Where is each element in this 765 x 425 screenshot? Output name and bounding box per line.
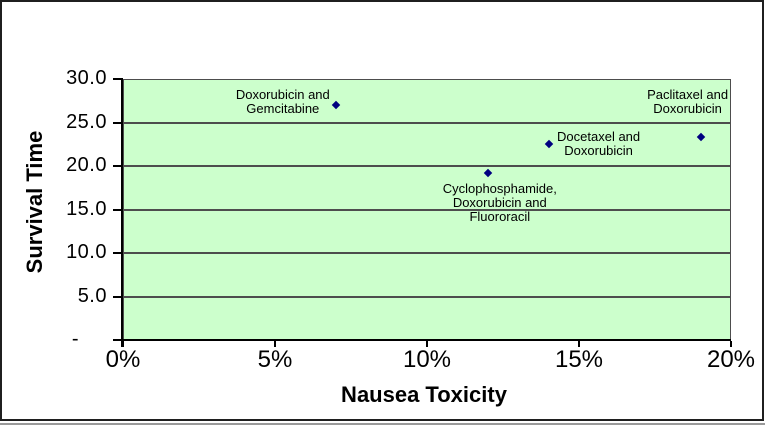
gridline bbox=[123, 121, 731, 124]
data-point-label: Doxorubicin and Gemcitabine bbox=[236, 88, 330, 116]
x-tick-label: 10% bbox=[402, 346, 452, 373]
y-tick-label: 30.0 bbox=[66, 67, 107, 89]
data-point-label-line: Paclitaxel and bbox=[647, 87, 729, 103]
y-tick-label: - bbox=[71, 328, 79, 350]
data-point-label-line: Doxorubicin bbox=[653, 101, 722, 117]
y-tick-label: 15.0 bbox=[66, 197, 107, 220]
y-tick-mark bbox=[113, 121, 123, 124]
y-tick-mark bbox=[113, 295, 123, 298]
x-tick-label: 15% bbox=[554, 346, 604, 373]
y-tick-mark bbox=[113, 339, 123, 341]
data-point-label-line: Doxorubicin and bbox=[452, 194, 547, 210]
y-tick-label: 10.0 bbox=[66, 241, 107, 263]
x-tick-label: 20% bbox=[706, 346, 756, 373]
y-tick-mark bbox=[113, 78, 123, 80]
frame-bottom-edge bbox=[0, 423, 765, 425]
x-tick-mark bbox=[274, 341, 276, 347]
gridline bbox=[123, 252, 731, 254]
gridline bbox=[123, 295, 731, 298]
gridline bbox=[123, 165, 731, 167]
x-axis-title: Nausea Toxicity bbox=[341, 382, 507, 407]
data-point-label-line: Docetaxel and bbox=[557, 129, 641, 145]
data-point-label: Docetaxel and Doxorubicin bbox=[557, 130, 640, 158]
data-point-label-line: Doxorubicin bbox=[564, 143, 633, 159]
data-point-label-line: Gemcitabine bbox=[246, 101, 320, 117]
y-tick-mark bbox=[113, 208, 123, 211]
x-tick-mark bbox=[578, 341, 580, 347]
data-point-label: Paclitaxel and Doxorubicin bbox=[647, 88, 728, 116]
x-tick-label: 0% bbox=[105, 346, 141, 373]
data-point-label: Cyclophosphamide, Doxorubicin and Fluorora… bbox=[442, 180, 557, 224]
data-point-label-line: Doxorubicin and bbox=[235, 87, 330, 103]
y-tick-mark bbox=[113, 252, 123, 254]
x-tick-mark bbox=[426, 341, 428, 347]
y-tick-mark bbox=[113, 165, 123, 167]
y-tick-label: 5.0 bbox=[77, 284, 107, 307]
x-tick-label: 5% bbox=[257, 346, 293, 373]
y-tick-label: 20.0 bbox=[66, 154, 107, 176]
y-axis-line bbox=[121, 79, 123, 347]
gridline bbox=[123, 208, 731, 211]
x-axis-line bbox=[121, 339, 731, 341]
data-point-label-line: Fluororacil bbox=[469, 208, 531, 224]
x-tick-mark bbox=[122, 341, 124, 347]
data-point-label-line: Cyclophosphamide, bbox=[442, 180, 557, 196]
y-tick-label: 25.0 bbox=[66, 110, 107, 133]
x-tick-mark bbox=[730, 341, 732, 347]
